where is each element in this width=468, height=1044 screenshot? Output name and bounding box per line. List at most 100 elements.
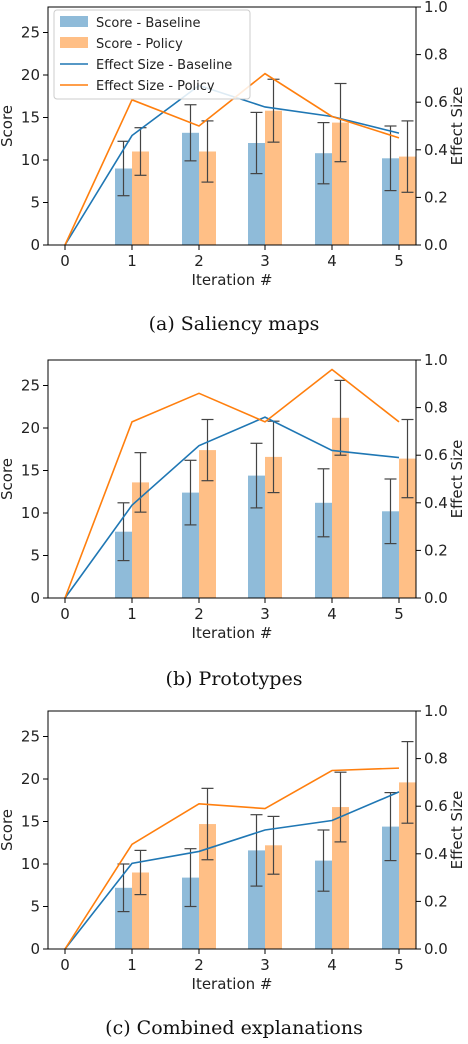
x-tick-label: 3 <box>260 605 270 623</box>
y-tick-label: 10 <box>21 151 40 169</box>
y-tick-label: 25 <box>21 24 40 42</box>
error-bar <box>134 127 147 176</box>
y2-tick-label: 1.0 <box>424 351 448 369</box>
plot-frame <box>47 359 417 599</box>
y-tick-label: 5 <box>30 547 40 565</box>
error-bar <box>134 849 147 896</box>
line-effect-baseline <box>64 791 400 950</box>
bar-policy <box>199 151 216 245</box>
x-tick-label: 1 <box>127 605 137 623</box>
error-bar <box>334 379 347 456</box>
y-tick-label: 0 <box>30 589 40 607</box>
x-axis-label: Iteration # <box>192 271 273 289</box>
y-tick-label: 25 <box>21 728 40 746</box>
legend-swatch <box>60 37 88 48</box>
error-bar <box>401 740 414 824</box>
error-bar <box>401 120 414 193</box>
bar-baseline <box>382 158 399 245</box>
error-bar <box>184 848 197 908</box>
y2-tick-label: 0.8 <box>424 46 448 64</box>
bar-policy <box>332 417 349 598</box>
bar-policy <box>332 122 349 245</box>
y-tick-label: 20 <box>21 419 40 437</box>
y-tick-label: 15 <box>21 462 40 480</box>
y2-tick-label: 0.0 <box>424 236 448 254</box>
x-tick-label: 5 <box>394 605 404 623</box>
error-bar <box>317 121 330 185</box>
bar-policy <box>399 156 416 245</box>
line-effect-policy <box>64 767 400 950</box>
y-tick-label: 5 <box>30 194 40 212</box>
y-tick-label: 0 <box>30 236 40 254</box>
legend-label: Score - Policy <box>96 37 183 52</box>
y2-tick-label: 0.2 <box>424 541 448 559</box>
x-tick-label: 4 <box>327 252 337 270</box>
bar-policy <box>332 807 349 949</box>
error-bar <box>201 418 214 482</box>
plot-frame <box>47 6 417 246</box>
bar-baseline <box>248 850 265 949</box>
y2-tick-label: 0.4 <box>424 141 448 159</box>
y2-tick-label: 1.0 <box>424 702 448 720</box>
error-bar <box>267 815 280 875</box>
error-bar <box>201 120 214 183</box>
x-tick-label: 0 <box>60 956 70 974</box>
y2-tick-label: 0.8 <box>424 750 448 768</box>
bar-policy <box>399 458 416 598</box>
legend-swatch <box>60 16 88 27</box>
x-tick-label: 2 <box>194 605 204 623</box>
error-bar <box>250 814 263 887</box>
y2-tick-label: 0.8 <box>424 399 448 417</box>
bar-baseline <box>382 511 399 598</box>
line-effect-baseline <box>64 416 400 599</box>
y-tick-label: 5 <box>30 898 40 916</box>
y-tick-label: 15 <box>21 109 40 127</box>
chart-panel-3: 0 5 10 15 20 25 0.0 0.2 0.4 0.6 0.8 1.0 0 1 2 3 4 5 Iterat… <box>0 702 466 1039</box>
error-bar <box>334 82 347 163</box>
y-tick-label: 25 <box>21 377 40 395</box>
bar-policy <box>132 482 149 598</box>
y2-tick-label: 1.0 <box>424 0 448 16</box>
y-tick-label: 0 <box>30 940 40 958</box>
y2-tick-label: 0.2 <box>424 188 448 206</box>
y2-tick-label: 0.2 <box>424 892 448 910</box>
error-bar <box>384 791 397 862</box>
plot-frame <box>47 710 417 950</box>
bar-policy <box>265 110 282 245</box>
chart-panel-2: 0 5 10 15 20 25 0.0 0.2 0.4 0.6 0.8 1.0 0 1 2 3 4 5 Iterat… <box>0 351 466 690</box>
y2-tick-label: 0.6 <box>424 797 448 815</box>
error-bar <box>401 418 414 499</box>
error-bar <box>184 459 197 526</box>
x-tick-label: 2 <box>194 956 204 974</box>
bar-baseline <box>248 475 265 598</box>
error-bar <box>317 829 330 892</box>
legend: Score - Baseline Score - Policy Effect Siz… <box>53 9 251 100</box>
legend-label: Effect Size - Policy <box>96 79 215 94</box>
bar-baseline <box>115 531 132 598</box>
y-tick-label: 10 <box>21 504 40 522</box>
y2-axis-label: Effect Size <box>448 791 466 870</box>
error-bar <box>250 442 263 509</box>
line-effect-policy <box>64 368 400 599</box>
y-tick-label: 15 <box>21 813 40 831</box>
figure-caption: (c) Combined explanations <box>105 1017 363 1039</box>
y-axis-label: Score <box>0 105 16 147</box>
x-tick-label: 2 <box>194 252 204 270</box>
error-bar <box>184 104 197 162</box>
x-tick-label: 0 <box>60 605 70 623</box>
legend-label: Score - Baseline <box>96 16 200 31</box>
line-effect-policy <box>64 72 400 246</box>
x-tick-label: 0 <box>60 252 70 270</box>
y2-tick-label: 0.4 <box>424 494 448 512</box>
y-axis-label: Score <box>0 809 16 851</box>
y2-tick-label: 0.0 <box>424 940 448 958</box>
bar-baseline <box>382 826 399 949</box>
y-axis-label: Score <box>0 458 16 500</box>
error-bar <box>317 468 330 538</box>
x-tick-label: 3 <box>260 956 270 974</box>
bar-baseline <box>115 887 132 949</box>
y2-tick-label: 0.4 <box>424 845 448 863</box>
bar-policy <box>132 872 149 949</box>
bar-baseline <box>315 153 332 245</box>
